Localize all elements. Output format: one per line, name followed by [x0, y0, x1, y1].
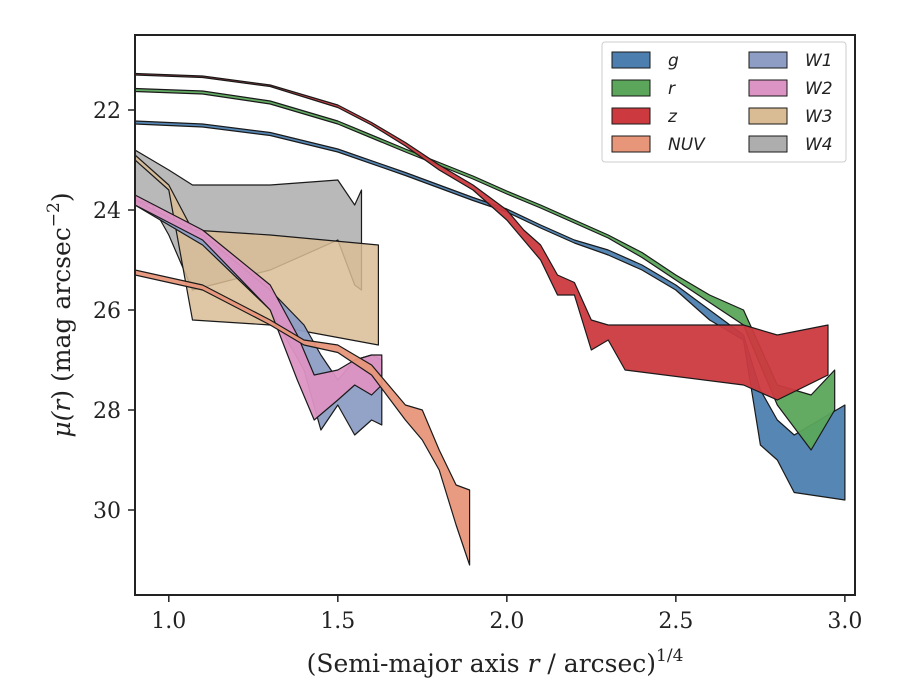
series-band-w3: [135, 154, 379, 346]
legend-swatch-w3: [748, 107, 788, 125]
series-band-z: [135, 72, 829, 401]
y-tick-label: 28: [93, 399, 121, 424]
legend-box: [601, 41, 847, 163]
x-tick-label: 2.5: [658, 609, 693, 634]
x-tick-label: 1.0: [151, 609, 186, 634]
legend-label-r: r: [668, 79, 676, 99]
legend-label-nuv: NUV: [668, 135, 706, 155]
legend-swatch-nuv: [611, 135, 651, 153]
x-tick-label: 3.0: [827, 609, 862, 634]
y-tick-label: 24: [93, 199, 121, 224]
x-axis-label: (Semi-major axis r / arcsec)1/4: [307, 646, 684, 678]
legend-label-z: z: [667, 107, 678, 127]
y-axis-label: μ(r) (mag arcsec−2): [44, 192, 76, 437]
legend-swatch-w4: [748, 135, 788, 153]
x-tick-label: 1.5: [320, 609, 355, 634]
y-tick-label: 30: [93, 499, 121, 524]
series-band-g: [135, 120, 846, 501]
legend-swatch-r: [611, 79, 651, 97]
x-axis-ticks: 1.0 1.5 2.0 2.5 3.0: [151, 595, 862, 634]
series-band-r: [135, 87, 836, 451]
x-tick-label: 2.0: [489, 609, 524, 634]
y-tick-label: 26: [93, 299, 121, 324]
legend-label-w3: W3: [805, 107, 833, 127]
legend-label-w1: W1: [805, 51, 833, 71]
legend: grz NUV W1 W2 W3 W4: [601, 41, 847, 163]
series-layer: [135, 72, 846, 566]
y-axis-ticks: 22 24 26 28 30: [93, 99, 135, 524]
legend-label-w2: W2: [805, 79, 833, 99]
y-tick-label: 22: [93, 99, 121, 124]
legend-swatch-g: [611, 51, 651, 69]
legend-swatch-z: [611, 107, 651, 125]
legend-swatch-w2: [748, 79, 788, 97]
legend-label-g: g: [668, 51, 679, 71]
series-band-nuv: [135, 269, 471, 566]
legend-label-w4: W4: [805, 135, 833, 155]
legend-swatch-w1: [748, 51, 788, 69]
plot-frame: [134, 34, 856, 596]
